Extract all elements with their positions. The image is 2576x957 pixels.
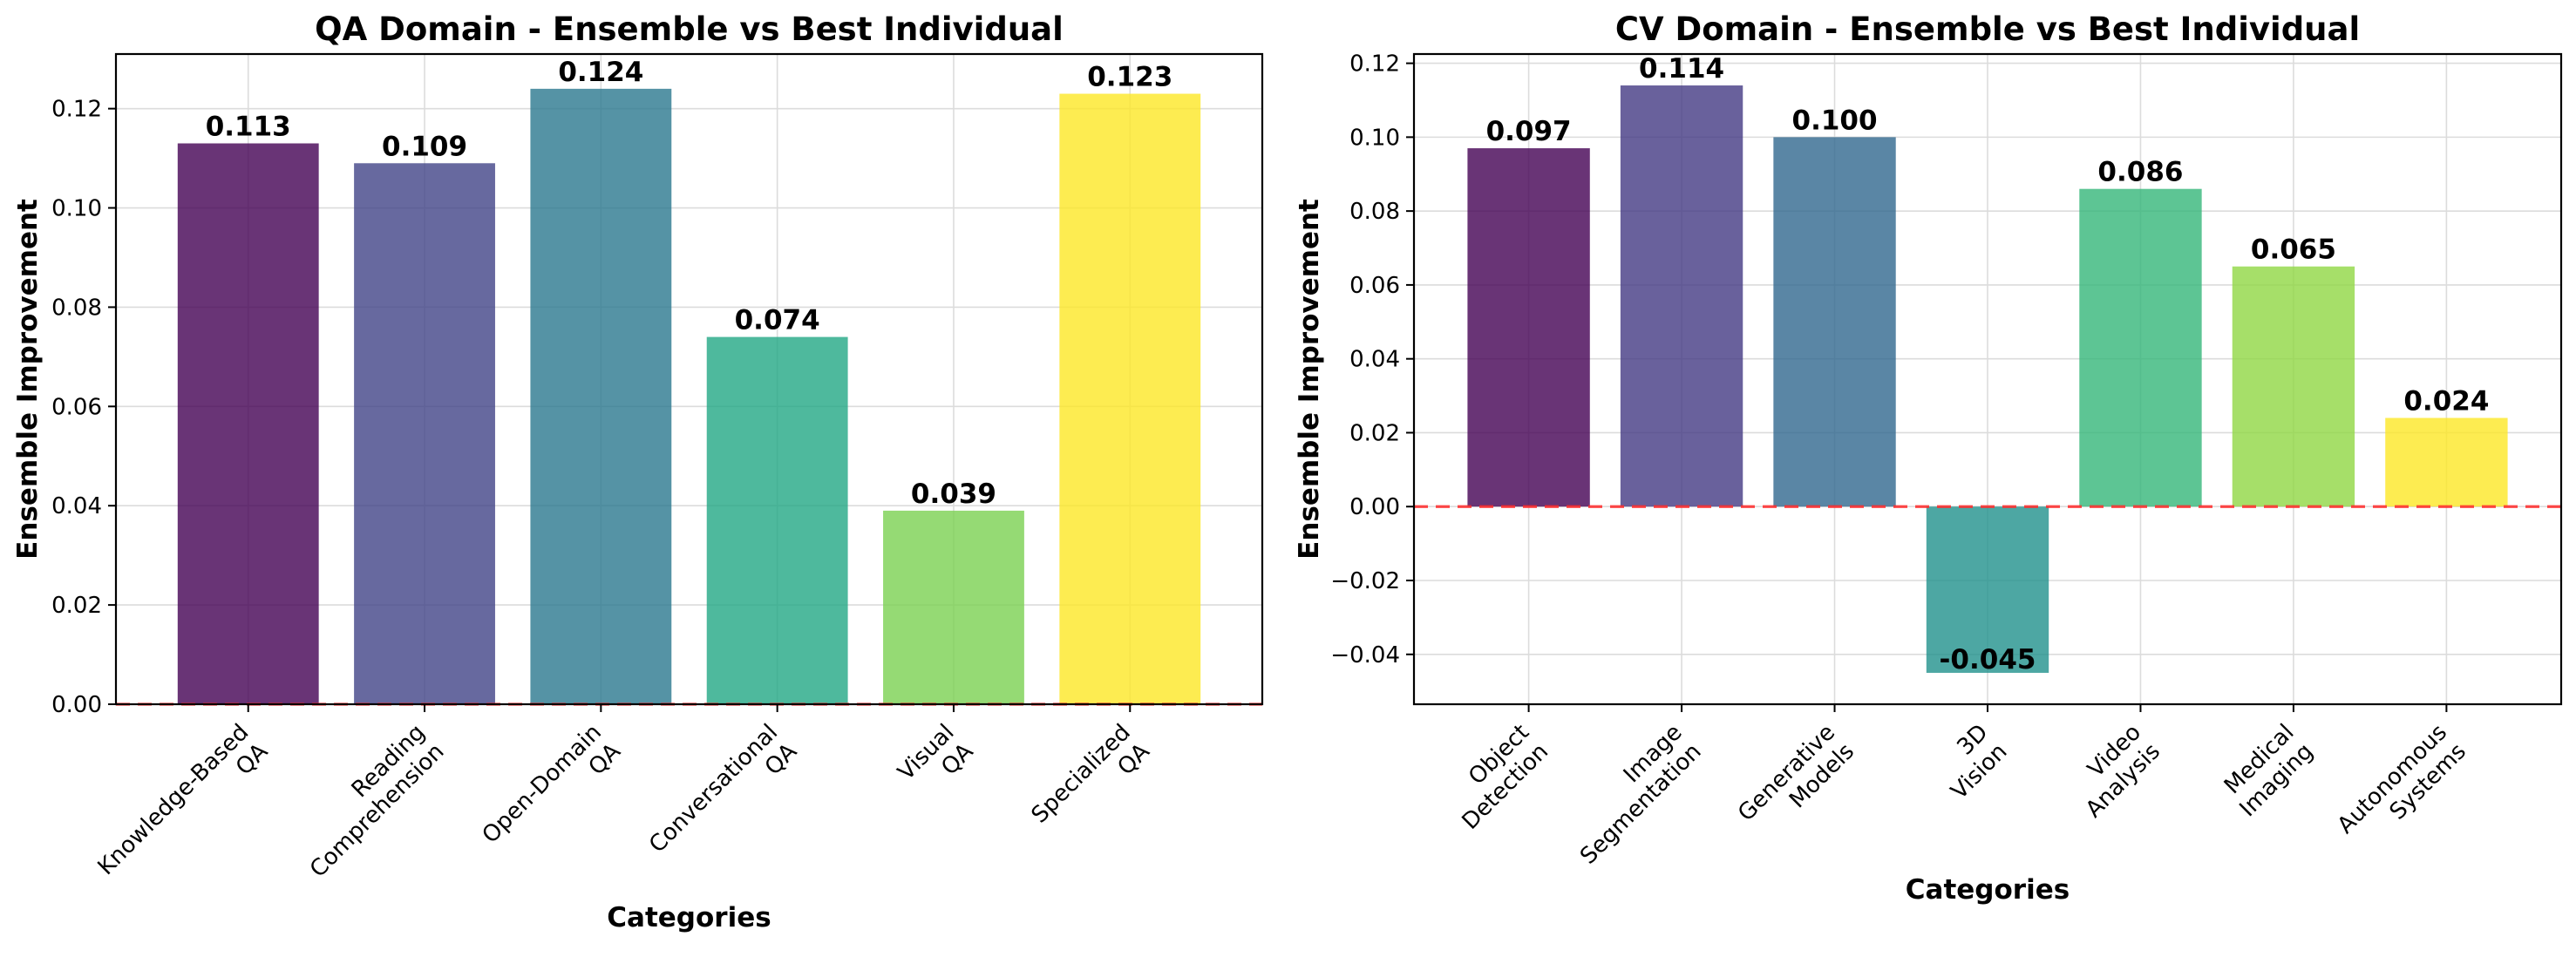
y-tick-label: 0.04	[1349, 347, 1400, 373]
data-label-1: 0.097	[1486, 116, 1572, 147]
y-tick-label: 0.04	[51, 493, 102, 519]
category-label-6: MedicalImaging	[2216, 719, 2319, 822]
y-tick-label: −0.04	[1330, 642, 1400, 669]
bar-6	[2232, 266, 2355, 507]
data-label-4: 0.074	[735, 305, 820, 336]
y-tick-label: 0.10	[1349, 125, 1400, 151]
bar-2	[1620, 85, 1743, 507]
data-label-4: -0.045	[1940, 644, 2036, 675]
category-label-4: ConversationalQA	[644, 719, 802, 877]
bar-2	[354, 163, 495, 704]
chart-panel-1: 0.00 0.02 0.04 0.06 0.08 0.10 0.12 0.113 0.109 0.…	[12, 10, 1264, 933]
bar-5	[883, 510, 1024, 704]
y-tick-label: 0.08	[1349, 199, 1400, 225]
y-tick-label: 0.12	[51, 97, 102, 123]
bar-7	[2385, 417, 2508, 507]
data-label-3: 0.100	[1792, 105, 1878, 136]
data-label-2: 0.109	[382, 131, 467, 162]
data-label-1: 0.113	[206, 112, 291, 143]
category-label-3: Open-DomainQA	[478, 719, 626, 867]
category-label-2: ImageSegmentation	[1556, 719, 1706, 869]
y-tick-label: 0.10	[51, 196, 102, 222]
data-label-2: 0.114	[1639, 53, 1724, 85]
bar-1	[177, 143, 319, 705]
y-tick-label: 0.06	[51, 394, 102, 420]
category-label-3: GenerativeModels	[1733, 719, 1859, 845]
y-axis-label: Ensemble Improvement	[12, 199, 44, 560]
bar-6	[1059, 93, 1201, 704]
category-label-4: 3DVision	[1927, 719, 2013, 804]
category-label-5: VideoAnalysis	[2062, 719, 2165, 823]
x-axis-label: Categories	[607, 902, 771, 933]
x-axis-label: Categories	[1906, 874, 2070, 906]
bar-3	[530, 88, 672, 704]
plot-frame	[114, 52, 1264, 706]
y-tick-label: 0.06	[1349, 273, 1400, 299]
bar-5	[2079, 188, 2202, 507]
data-label-5: 0.086	[2097, 157, 2183, 188]
bar-4	[706, 336, 848, 704]
category-label-1: ObjectDetection	[1438, 719, 1553, 834]
data-label-6: 0.065	[2251, 234, 2336, 266]
y-tick-label: 0.08	[51, 295, 102, 321]
data-label-6: 0.123	[1087, 62, 1172, 93]
chart-title: QA Domain - Ensemble vs Best Individual	[315, 10, 1064, 48]
y-tick-label: −0.02	[1330, 568, 1400, 594]
y-tick-label: 0.02	[51, 593, 102, 619]
data-label-7: 0.024	[2403, 386, 2489, 417]
category-label-7: AutonomousSystems	[2333, 719, 2471, 858]
category-label-2: ReadingComprehension	[286, 719, 449, 882]
category-label-1: Knowledge-BasedQA	[93, 719, 274, 899]
category-label-6: SpecializedQA	[1027, 719, 1155, 847]
chart-panel-2: −0.04 −0.02 0.00 0.02 0.04 0.06 0.08 0.10 0.12 0.…	[1294, 10, 2563, 906]
y-tick-label: 0.00	[51, 692, 102, 718]
data-label-3: 0.124	[558, 57, 643, 88]
bar-4	[1926, 506, 2049, 673]
y-tick-label: 0.02	[1349, 420, 1400, 446]
bar-1	[1467, 148, 1590, 507]
data-label-5: 0.039	[911, 478, 996, 510]
chart-title: CV Domain - Ensemble vs Best Individual	[1615, 10, 2360, 48]
bar-3	[1773, 137, 1896, 507]
y-axis-label: Ensemble Improvement	[1294, 199, 1325, 560]
y-tick-label: 0.12	[1349, 51, 1400, 78]
y-tick-label: 0.00	[1349, 494, 1400, 520]
category-label-5: VisualQA	[893, 719, 978, 804]
